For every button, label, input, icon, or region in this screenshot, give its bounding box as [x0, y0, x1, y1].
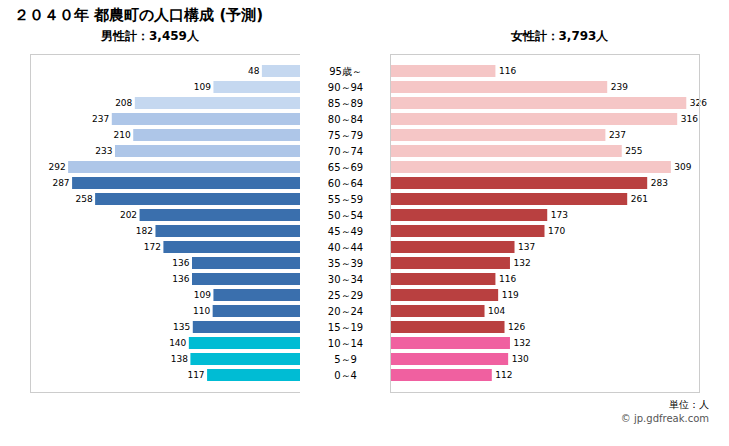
svg-text:237: 237	[92, 114, 109, 124]
svg-text:116: 116	[499, 66, 516, 76]
svg-text:95歳～: 95歳～	[329, 66, 362, 77]
svg-text:138: 138	[171, 354, 188, 364]
svg-text:316: 316	[681, 114, 698, 124]
svg-text:25～29: 25～29	[328, 290, 363, 301]
svg-text:35～39: 35～39	[328, 258, 363, 269]
svg-text:75～79: 75～79	[328, 130, 363, 141]
svg-text:60～64: 60～64	[328, 178, 363, 189]
svg-text:90～94: 90～94	[328, 82, 363, 93]
svg-text:116: 116	[499, 274, 516, 284]
svg-text:135: 135	[173, 322, 190, 332]
svg-text:5～9: 5～9	[334, 354, 357, 365]
svg-text:136: 136	[172, 274, 189, 284]
svg-text:104: 104	[488, 306, 505, 316]
svg-text:182: 182	[136, 226, 153, 236]
svg-text:140: 140	[169, 338, 186, 348]
svg-text:109: 109	[194, 82, 211, 92]
svg-text:233: 233	[95, 146, 112, 156]
svg-text:132: 132	[513, 338, 530, 348]
svg-text:239: 239	[611, 82, 628, 92]
svg-text:48: 48	[248, 66, 260, 76]
svg-text:80～84: 80～84	[328, 114, 363, 125]
svg-text:65～69: 65～69	[328, 162, 363, 173]
svg-text:132: 132	[513, 258, 530, 268]
svg-text:137: 137	[518, 242, 535, 252]
svg-text:45～49: 45～49	[328, 226, 363, 237]
svg-text:208: 208	[115, 98, 132, 108]
svg-text:55～59: 55～59	[328, 194, 363, 205]
svg-text:20～24: 20～24	[328, 306, 363, 317]
svg-text:40～44: 40～44	[328, 242, 363, 253]
svg-text:202: 202	[120, 210, 137, 220]
svg-text:130: 130	[512, 354, 529, 364]
svg-text:15～19: 15～19	[328, 322, 363, 333]
svg-text:283: 283	[651, 178, 668, 188]
svg-text:237: 237	[609, 130, 626, 140]
html-text:単位：人: 単位：人	[669, 399, 709, 410]
svg-text:85～89: 85～89	[328, 98, 363, 109]
svg-text:210: 210	[114, 130, 131, 140]
html-text:© jp.gdfreak.com: © jp.gdfreak.com	[620, 413, 709, 424]
svg-text:126: 126	[508, 322, 525, 332]
svg-text:172: 172	[144, 242, 161, 252]
html-text:２０４０年 都農町の人口構成 (予測): ２０４０年 都農町の人口構成 (予測)	[14, 6, 264, 24]
svg-text:136: 136	[172, 258, 189, 268]
svg-text:119: 119	[502, 290, 519, 300]
html-text:女性計：3,793人: 女性計：3,793人	[510, 29, 609, 43]
svg-text:173: 173	[551, 210, 568, 220]
svg-text:10～14: 10～14	[328, 338, 363, 349]
svg-text:326: 326	[690, 98, 707, 108]
svg-text:258: 258	[75, 194, 92, 204]
svg-text:261: 261	[631, 194, 648, 204]
svg-text:109: 109	[194, 290, 211, 300]
svg-text:309: 309	[674, 162, 691, 172]
svg-text:50～54: 50～54	[328, 210, 363, 221]
svg-text:112: 112	[495, 370, 512, 380]
svg-text:287: 287	[52, 178, 69, 188]
svg-text:170: 170	[548, 226, 565, 236]
svg-text:117: 117	[187, 370, 204, 380]
svg-text:292: 292	[48, 162, 65, 172]
svg-text:70～74: 70～74	[328, 146, 363, 157]
svg-text:0～4: 0～4	[334, 370, 357, 381]
svg-text:30～34: 30～34	[328, 274, 363, 285]
html-text:男性計：3,459人: 男性計：3,459人	[101, 29, 199, 43]
svg-text:255: 255	[625, 146, 642, 156]
svg-text:110: 110	[193, 306, 210, 316]
